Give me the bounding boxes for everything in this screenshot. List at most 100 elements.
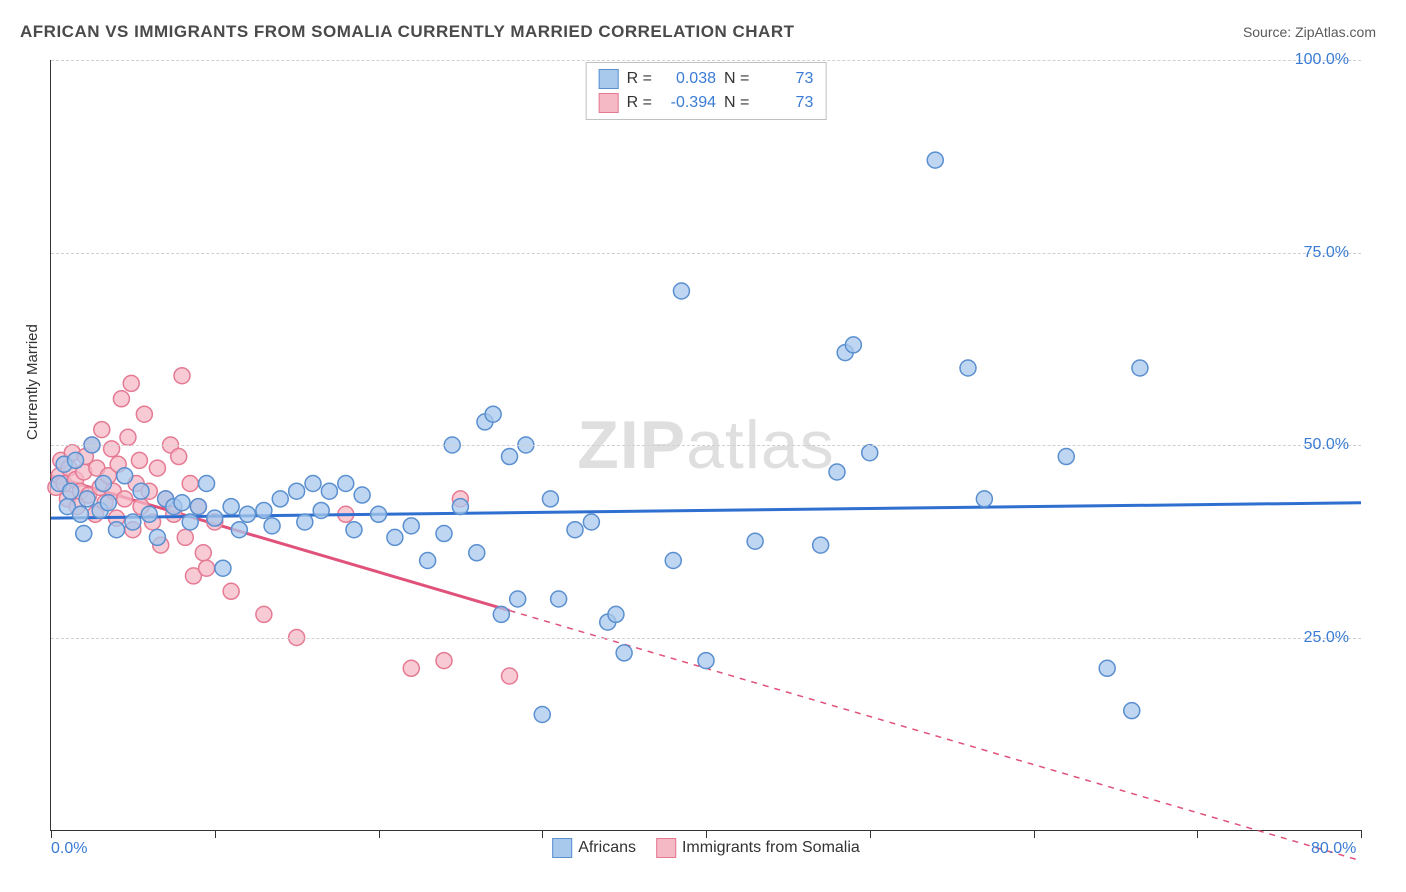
- data-point: [63, 483, 79, 499]
- data-point: [608, 606, 624, 622]
- data-point: [542, 491, 558, 507]
- source-attribution: Source: ZipAtlas.com: [1243, 24, 1376, 40]
- data-point: [120, 429, 136, 445]
- data-point: [747, 533, 763, 549]
- data-point: [436, 526, 452, 542]
- data-point: [182, 514, 198, 530]
- n-value-blue: 73: [757, 70, 813, 88]
- data-point: [551, 591, 567, 607]
- r-label: R =: [627, 70, 652, 88]
- data-point: [207, 510, 223, 526]
- data-point: [1058, 449, 1074, 465]
- data-point: [231, 522, 247, 538]
- data-point: [1124, 703, 1140, 719]
- x-tick: [1034, 830, 1035, 838]
- data-point: [177, 529, 193, 545]
- data-point: [927, 152, 943, 168]
- data-point: [960, 360, 976, 376]
- data-point: [149, 529, 165, 545]
- data-point: [174, 368, 190, 384]
- data-point: [79, 491, 95, 507]
- data-point: [95, 476, 111, 492]
- r-value-blue: 0.038: [660, 70, 716, 88]
- swatch-blue-icon: [552, 838, 572, 858]
- data-point: [215, 560, 231, 576]
- data-point: [123, 375, 139, 391]
- gridline: [51, 445, 1361, 446]
- data-point: [149, 460, 165, 476]
- data-point: [976, 491, 992, 507]
- legend-item-africans: Africans: [552, 838, 636, 858]
- gridline: [51, 638, 1361, 639]
- data-point: [141, 506, 157, 522]
- data-point: [113, 391, 129, 407]
- data-point: [436, 653, 452, 669]
- x-tick: [542, 830, 543, 838]
- n-value-pink: 73: [757, 94, 813, 112]
- swatch-blue-icon: [599, 69, 619, 89]
- data-point: [346, 522, 362, 538]
- data-point: [469, 545, 485, 561]
- data-point: [272, 491, 288, 507]
- data-point: [240, 506, 256, 522]
- gridline: [51, 60, 1361, 61]
- data-point: [100, 495, 116, 511]
- data-point: [256, 606, 272, 622]
- data-point: [485, 406, 501, 422]
- x-tick: [379, 830, 380, 838]
- data-point: [223, 583, 239, 599]
- swatch-pink-icon: [599, 93, 619, 113]
- y-tick-label: 25.0%: [1304, 629, 1349, 647]
- data-point: [862, 445, 878, 461]
- data-point: [76, 526, 92, 542]
- x-tick: [1197, 830, 1198, 838]
- data-point: [583, 514, 599, 530]
- data-point: [136, 406, 152, 422]
- x-tick: [215, 830, 216, 838]
- data-point: [371, 506, 387, 522]
- data-point: [354, 487, 370, 503]
- legend-item-somalia: Immigrants from Somalia: [656, 838, 860, 858]
- chart-title: AFRICAN VS IMMIGRANTS FROM SOMALIA CURRE…: [20, 22, 794, 42]
- stats-box: R = 0.038 N = 73 R = -0.394 N = 73: [586, 62, 827, 120]
- data-point: [673, 283, 689, 299]
- legend-label: Immigrants from Somalia: [682, 839, 860, 857]
- data-point: [338, 476, 354, 492]
- data-point: [567, 522, 583, 538]
- data-point: [321, 483, 337, 499]
- n-label: N =: [724, 94, 749, 112]
- data-point: [493, 606, 509, 622]
- data-point: [72, 506, 88, 522]
- data-point: [452, 499, 468, 515]
- swatch-pink-icon: [656, 838, 676, 858]
- data-point: [829, 464, 845, 480]
- data-point: [104, 441, 120, 457]
- data-point: [387, 529, 403, 545]
- data-point: [68, 452, 84, 468]
- data-point: [289, 483, 305, 499]
- y-tick-label: 50.0%: [1304, 436, 1349, 454]
- data-point: [845, 337, 861, 353]
- data-point: [117, 491, 133, 507]
- data-point: [1132, 360, 1148, 376]
- x-tick: [51, 830, 52, 838]
- data-point: [109, 522, 125, 538]
- gridline: [51, 253, 1361, 254]
- data-point: [1099, 660, 1115, 676]
- x-tick-label: 80.0%: [1311, 840, 1356, 858]
- data-point: [502, 449, 518, 465]
- x-tick: [1361, 830, 1362, 838]
- r-value-pink: -0.394: [660, 94, 716, 112]
- data-point: [313, 502, 329, 518]
- legend-label: Africans: [578, 839, 636, 857]
- data-point: [297, 514, 313, 530]
- data-point: [182, 476, 198, 492]
- stats-row-blue: R = 0.038 N = 73: [599, 67, 814, 91]
- data-point: [190, 499, 206, 515]
- data-point: [171, 449, 187, 465]
- data-point: [616, 645, 632, 661]
- data-point: [502, 668, 518, 684]
- stats-row-pink: R = -0.394 N = 73: [599, 91, 814, 115]
- n-label: N =: [724, 70, 749, 88]
- y-tick-label: 75.0%: [1304, 244, 1349, 262]
